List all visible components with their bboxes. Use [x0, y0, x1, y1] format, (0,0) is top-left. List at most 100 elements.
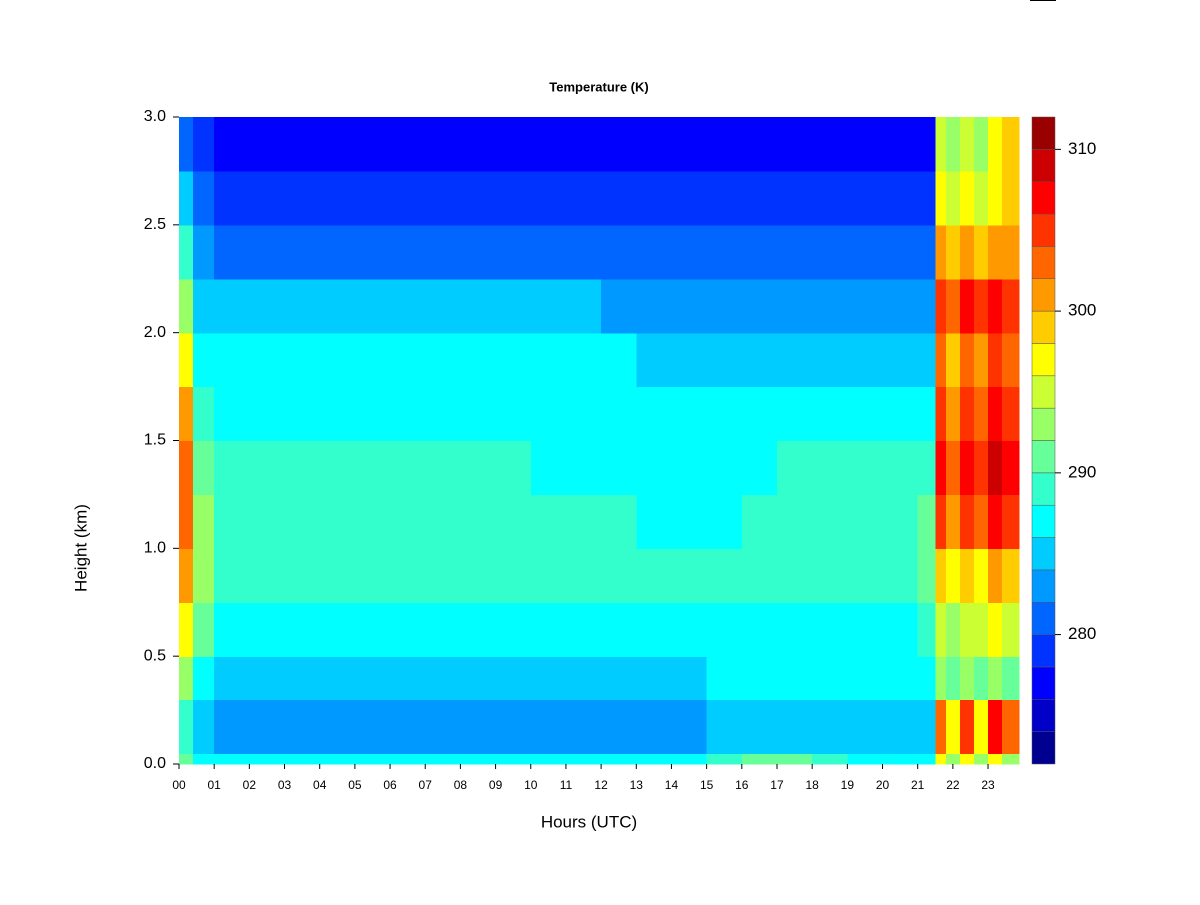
heatmap-cell — [425, 117, 462, 172]
heatmap-cell — [882, 170, 919, 226]
colorbar-box — [1031, 375, 1056, 409]
heatmap-cell — [945, 494, 961, 549]
colorbar-box — [1031, 246, 1056, 279]
heatmap-cell — [284, 224, 321, 280]
heatmap-cell — [636, 753, 673, 765]
colorbar-box — [1031, 504, 1056, 538]
heatmap-cell — [959, 440, 975, 496]
heatmap-cell — [812, 699, 848, 754]
heatmap-cell — [812, 440, 848, 496]
heatmap-cell — [935, 224, 947, 280]
heatmap-cell — [776, 278, 813, 334]
heatmap-cell — [460, 278, 497, 334]
heatmap-cell — [390, 170, 426, 226]
heatmap-cell — [973, 440, 989, 496]
heatmap-cell — [390, 117, 426, 172]
heatmap-cell — [847, 548, 884, 603]
y-tick-label: 0.0 — [144, 755, 166, 772]
heatmap-cell — [959, 224, 975, 280]
heatmap-cell — [601, 602, 637, 657]
colorbar-box — [1031, 666, 1056, 700]
colorbar-box — [1031, 116, 1056, 150]
heatmap-cell — [776, 548, 813, 603]
heatmap-cell — [179, 224, 194, 280]
heatmap-cell — [706, 699, 743, 754]
heatmap-cell — [935, 494, 947, 549]
colorbar-box — [1031, 472, 1056, 506]
heatmap-cell — [945, 170, 961, 226]
x-tick-label: 19 — [841, 778, 855, 792]
heatmap-cell — [179, 386, 194, 442]
colorbar-box — [1031, 310, 1056, 344]
heatmap-cell — [959, 656, 975, 700]
heatmap-cell — [354, 386, 391, 442]
heatmap-cell — [249, 224, 286, 280]
heatmap-cell — [1002, 170, 1020, 226]
heatmap-cell — [1002, 753, 1020, 765]
colorbar-box — [1031, 699, 1056, 732]
heatmap-cell — [565, 753, 602, 765]
heatmap-cell — [935, 548, 947, 603]
x-tick-label: 13 — [630, 778, 644, 792]
heatmap-cell — [706, 170, 743, 226]
x-tick-label: 07 — [419, 778, 433, 792]
heatmap-cell — [179, 117, 194, 172]
heatmap-cell — [945, 656, 961, 700]
heatmap-cell — [636, 117, 673, 172]
heatmap-cell — [284, 386, 321, 442]
heatmap-cell — [601, 699, 637, 754]
heatmap-cell — [959, 278, 975, 334]
heatmap-cell — [319, 699, 356, 754]
heatmap-cell — [601, 440, 637, 496]
heatmap-cell — [354, 656, 391, 700]
heatmap-cell — [495, 602, 532, 657]
heatmap-cell — [776, 494, 813, 549]
heatmap-cell — [425, 494, 462, 549]
heatmap-cell — [284, 699, 321, 754]
heatmap-cell — [945, 699, 961, 754]
heatmap-cell — [354, 170, 391, 226]
heatmap-cell — [179, 278, 194, 334]
heatmap-cell — [706, 494, 743, 549]
y-tick-label: 2.5 — [144, 216, 166, 233]
heatmap-cell — [193, 753, 215, 765]
heatmap-cell — [741, 602, 778, 657]
heatmap-cell — [636, 656, 673, 700]
heatmap-cell — [214, 548, 250, 603]
y-axis-label: Height (km) — [71, 504, 90, 592]
heatmap-cell — [812, 656, 848, 700]
heatmap-cell — [249, 440, 286, 496]
heatmap-cell — [460, 440, 497, 496]
heatmap-cell — [193, 117, 215, 172]
heatmap-cell — [917, 440, 936, 496]
heatmap-cell — [741, 440, 778, 496]
heatmap-cell — [530, 699, 567, 754]
heatmap-cell — [945, 224, 961, 280]
heatmap-cell — [193, 332, 215, 388]
heatmap-cell — [425, 170, 462, 226]
heatmap-cell — [988, 224, 1003, 280]
heatmap-cell — [460, 332, 497, 388]
y-tick-label: 1.5 — [144, 432, 166, 449]
heatmap-cell — [959, 170, 975, 226]
heatmap-cell — [425, 278, 462, 334]
heatmap-cell — [988, 602, 1003, 657]
heatmap-cell — [847, 170, 884, 226]
heatmap-cell — [988, 440, 1003, 496]
heatmap-cell — [601, 224, 637, 280]
heatmap-cell — [959, 753, 975, 765]
heatmap-cell — [530, 548, 567, 603]
heatmap-cell — [530, 656, 567, 700]
heatmap-cell — [193, 386, 215, 442]
x-tick-label: 23 — [981, 778, 995, 792]
x-tick-label: 03 — [278, 778, 292, 792]
heatmap-cell — [284, 494, 321, 549]
heatmap-cell — [319, 656, 356, 700]
heatmap-cell — [179, 602, 194, 657]
heatmap-cell — [636, 602, 673, 657]
heatmap-cell — [935, 170, 947, 226]
heatmap-cell — [988, 656, 1003, 700]
heatmap-cell — [1002, 548, 1020, 603]
heatmap-cell — [973, 494, 989, 549]
heatmap-cell — [193, 699, 215, 754]
